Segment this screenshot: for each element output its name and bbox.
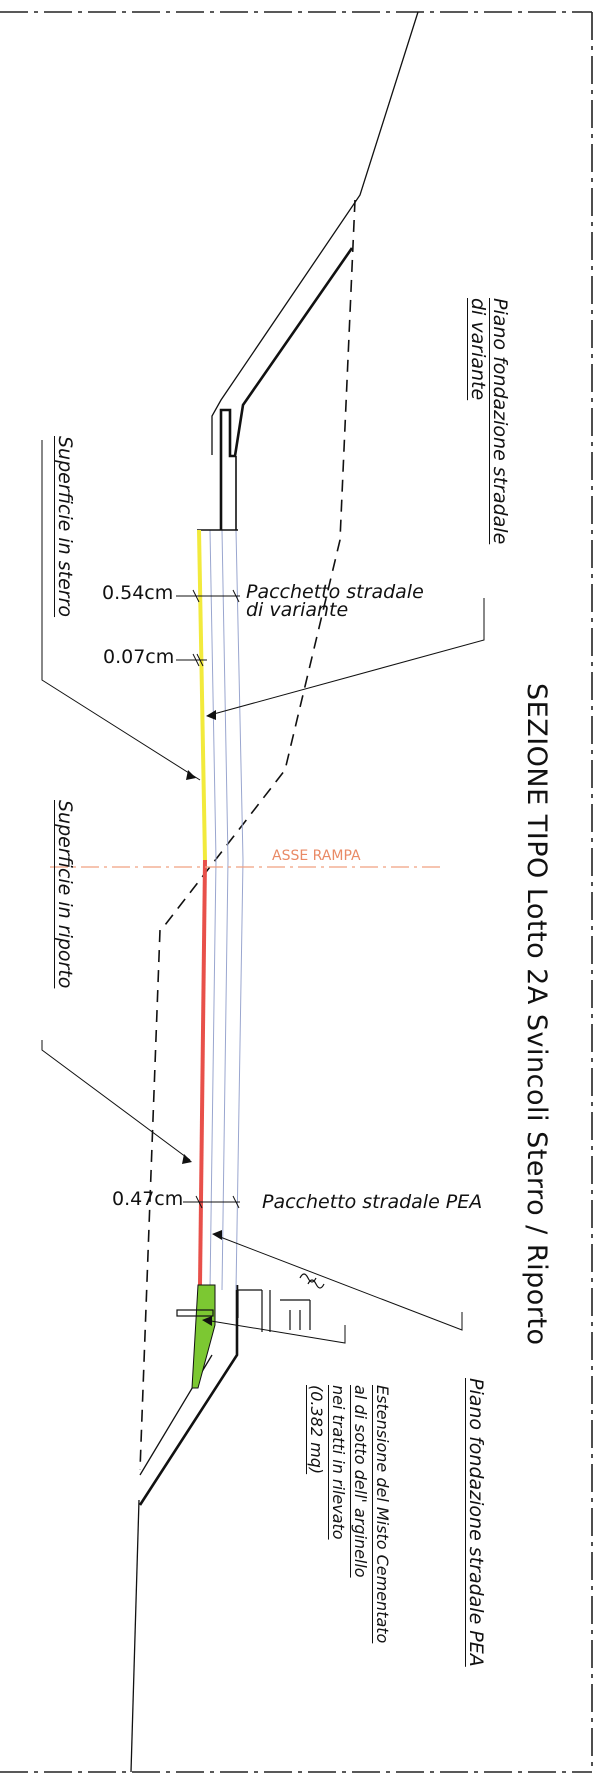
existing-ground-line xyxy=(211,11,419,455)
existing-ground-line-bottom xyxy=(130,1499,140,1773)
leader-arrowhead-1 xyxy=(206,710,216,720)
label-pacchetto-variante: Pacchetto stradale di variante xyxy=(246,581,424,621)
leader-lines xyxy=(41,440,485,1344)
kerb-detail xyxy=(176,1273,325,1332)
label-piano-variante: Piano fondazione stradale di variante xyxy=(467,298,511,545)
top-slope xyxy=(219,247,354,530)
label-piano-pea: Piano fondazione stradale PEA xyxy=(465,1378,487,1667)
label-superficie-riporto: Superficie in riporto xyxy=(54,800,76,989)
leader-arrowhead-3 xyxy=(182,1154,192,1164)
axis-label: ASSE RAMPA xyxy=(272,848,361,864)
dimension-007: 0.07cm xyxy=(103,646,175,668)
misto-cementato-area xyxy=(191,1284,216,1389)
leader-arrowhead-2 xyxy=(186,770,196,780)
dimension-047: 0.47cm xyxy=(112,1188,184,1210)
dimension-054: 0.54cm xyxy=(102,582,174,604)
foundation-dashed-line xyxy=(139,199,356,1471)
label-superficie-sterro: Superficie in sterro xyxy=(54,436,76,618)
label-estensione-misto: Estensione del Misto Cementato al di sot… xyxy=(307,1385,392,1644)
label-pacchetto-pea: Pacchetto stradale PEA xyxy=(262,1191,483,1213)
sterro-surface xyxy=(197,529,207,861)
leader-arrowhead-5 xyxy=(202,1316,212,1326)
drawing-frame xyxy=(0,11,593,1773)
section-title: SEZIONE TIPO Lotto 2A Svincoli Sterro / … xyxy=(521,683,552,1346)
riporto-surface xyxy=(198,859,207,1286)
leader-arrowhead-4 xyxy=(212,1230,222,1240)
bottom-slope xyxy=(138,1285,239,1506)
dimension-markers xyxy=(176,589,240,1209)
